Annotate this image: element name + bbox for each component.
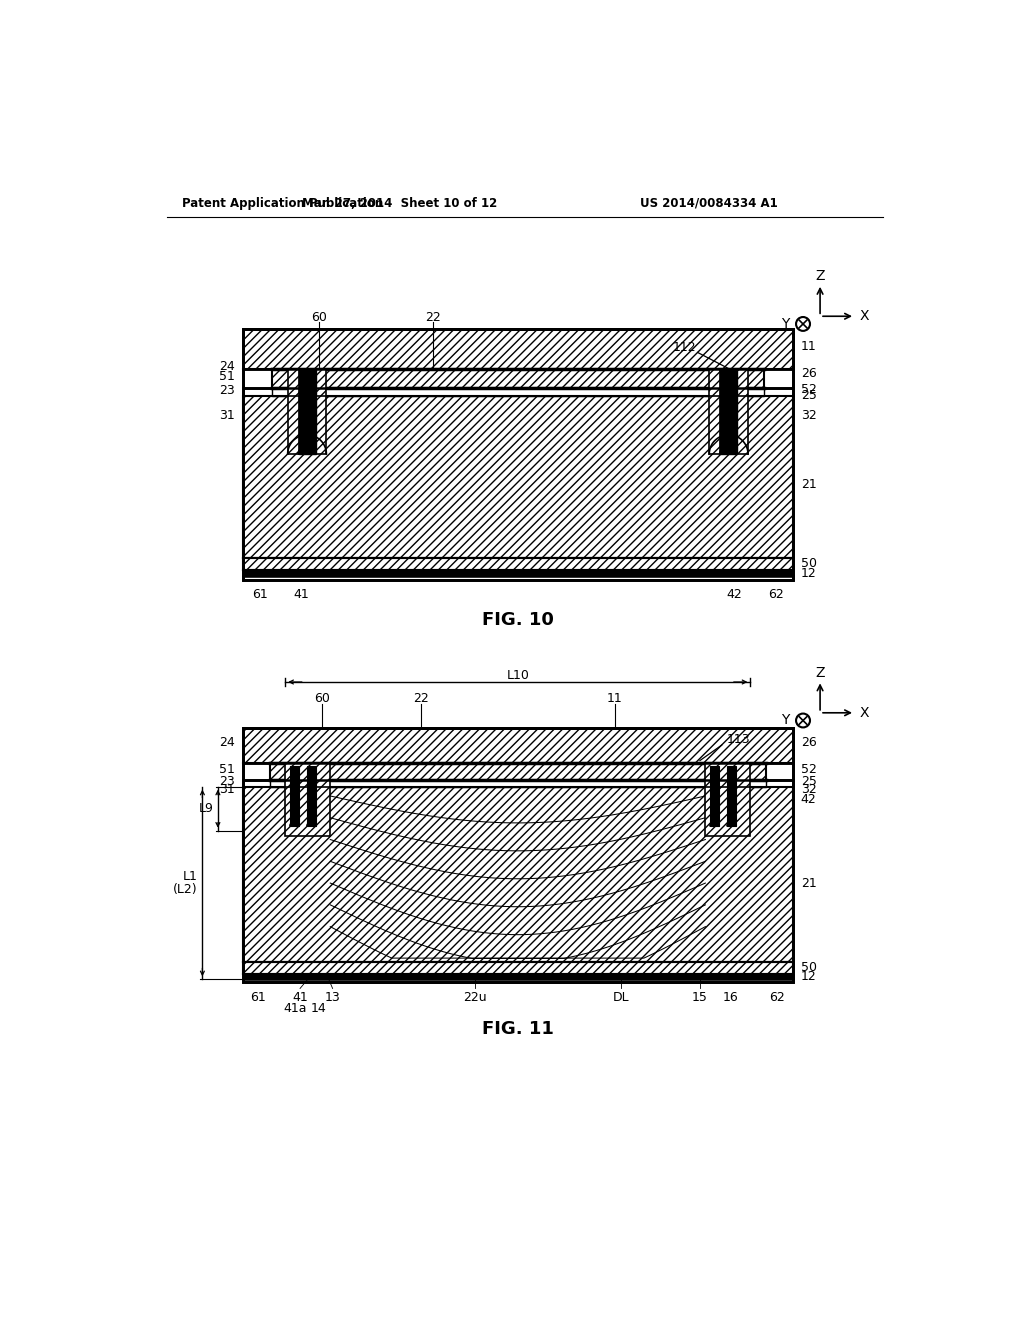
Text: 11: 11 bbox=[607, 693, 623, 705]
Bar bbox=[727, 766, 736, 826]
Bar bbox=[270, 763, 766, 780]
Text: 52: 52 bbox=[801, 763, 816, 776]
Text: 24: 24 bbox=[219, 735, 234, 748]
Bar bbox=[243, 330, 793, 579]
Bar bbox=[243, 570, 793, 576]
Bar bbox=[243, 729, 793, 982]
Text: X: X bbox=[859, 706, 869, 719]
Text: 24: 24 bbox=[219, 360, 234, 372]
Polygon shape bbox=[710, 821, 719, 826]
Polygon shape bbox=[299, 446, 315, 454]
Text: 25: 25 bbox=[801, 389, 816, 403]
Bar bbox=[243, 729, 793, 982]
Bar bbox=[243, 729, 793, 763]
Text: 32: 32 bbox=[801, 783, 816, 796]
Text: 15: 15 bbox=[692, 991, 708, 1005]
Text: FIG. 11: FIG. 11 bbox=[482, 1019, 554, 1038]
Text: L1: L1 bbox=[183, 870, 198, 883]
Text: 31: 31 bbox=[219, 409, 234, 422]
Text: 22: 22 bbox=[413, 693, 429, 705]
Text: 12: 12 bbox=[801, 970, 816, 983]
Text: (L2): (L2) bbox=[173, 883, 198, 896]
Text: X: X bbox=[859, 309, 869, 323]
Bar bbox=[737, 370, 748, 454]
Bar bbox=[270, 780, 766, 787]
Text: 41a: 41a bbox=[284, 1002, 307, 1015]
Text: 21: 21 bbox=[801, 478, 816, 491]
Text: 113: 113 bbox=[727, 733, 751, 746]
Bar bbox=[243, 330, 793, 579]
Text: 51: 51 bbox=[219, 763, 234, 776]
Circle shape bbox=[796, 714, 810, 727]
Bar bbox=[710, 766, 719, 826]
Polygon shape bbox=[727, 821, 736, 826]
Text: US 2014/0084334 A1: US 2014/0084334 A1 bbox=[640, 197, 777, 210]
Bar bbox=[243, 962, 793, 974]
Bar bbox=[315, 370, 327, 454]
Text: 21: 21 bbox=[801, 876, 816, 890]
Text: Z: Z bbox=[815, 269, 824, 284]
Text: 26: 26 bbox=[801, 735, 816, 748]
Text: 60: 60 bbox=[310, 310, 327, 323]
Text: 26: 26 bbox=[801, 367, 816, 380]
Text: 16: 16 bbox=[723, 991, 739, 1005]
Bar bbox=[299, 370, 315, 454]
Text: 62: 62 bbox=[770, 991, 785, 1005]
Text: 14: 14 bbox=[310, 1002, 327, 1015]
Text: Mar. 27, 2014  Sheet 10 of 12: Mar. 27, 2014 Sheet 10 of 12 bbox=[302, 197, 497, 210]
Text: 42: 42 bbox=[726, 589, 742, 602]
Text: 50: 50 bbox=[801, 961, 817, 974]
Text: Z: Z bbox=[815, 665, 824, 680]
Text: 51: 51 bbox=[219, 370, 234, 383]
Bar bbox=[272, 370, 764, 388]
Text: 32: 32 bbox=[801, 409, 816, 422]
Text: 62: 62 bbox=[768, 589, 783, 602]
Text: 11: 11 bbox=[801, 339, 816, 352]
Bar bbox=[243, 974, 793, 979]
Text: 22u: 22u bbox=[464, 991, 487, 1005]
Bar bbox=[307, 766, 316, 826]
Text: Y: Y bbox=[781, 714, 790, 727]
Bar bbox=[710, 370, 720, 454]
Bar bbox=[290, 766, 299, 826]
Text: 61: 61 bbox=[250, 991, 266, 1005]
Text: Y: Y bbox=[781, 317, 790, 331]
Text: Patent Application Publication: Patent Application Publication bbox=[182, 197, 384, 210]
Bar bbox=[272, 388, 764, 396]
Text: 41: 41 bbox=[292, 991, 308, 1005]
Bar bbox=[720, 370, 737, 454]
Polygon shape bbox=[307, 821, 316, 826]
Text: 112: 112 bbox=[673, 341, 696, 354]
Text: L9: L9 bbox=[199, 803, 213, 816]
Text: 42: 42 bbox=[801, 792, 816, 805]
Text: 52: 52 bbox=[801, 383, 816, 396]
Text: 22: 22 bbox=[425, 310, 440, 323]
Text: 60: 60 bbox=[313, 693, 330, 705]
Text: 23: 23 bbox=[219, 384, 234, 397]
Bar bbox=[243, 787, 793, 962]
Text: 12: 12 bbox=[801, 566, 816, 579]
Bar bbox=[243, 558, 793, 570]
Bar bbox=[288, 370, 299, 454]
Text: L10: L10 bbox=[507, 668, 529, 681]
Text: 31: 31 bbox=[219, 783, 234, 796]
Text: 23: 23 bbox=[219, 775, 234, 788]
Bar bbox=[286, 763, 331, 836]
Text: 25: 25 bbox=[801, 775, 816, 788]
Text: 50: 50 bbox=[801, 557, 817, 570]
Bar bbox=[243, 330, 793, 370]
Polygon shape bbox=[720, 446, 737, 454]
Text: DL: DL bbox=[612, 991, 629, 1005]
Polygon shape bbox=[290, 821, 299, 826]
Bar bbox=[243, 396, 793, 558]
Text: 13: 13 bbox=[325, 991, 340, 1005]
Bar bbox=[706, 763, 751, 836]
Text: 61: 61 bbox=[252, 589, 267, 602]
Text: 41: 41 bbox=[294, 589, 309, 602]
Circle shape bbox=[796, 317, 810, 331]
Text: FIG. 10: FIG. 10 bbox=[482, 611, 554, 628]
